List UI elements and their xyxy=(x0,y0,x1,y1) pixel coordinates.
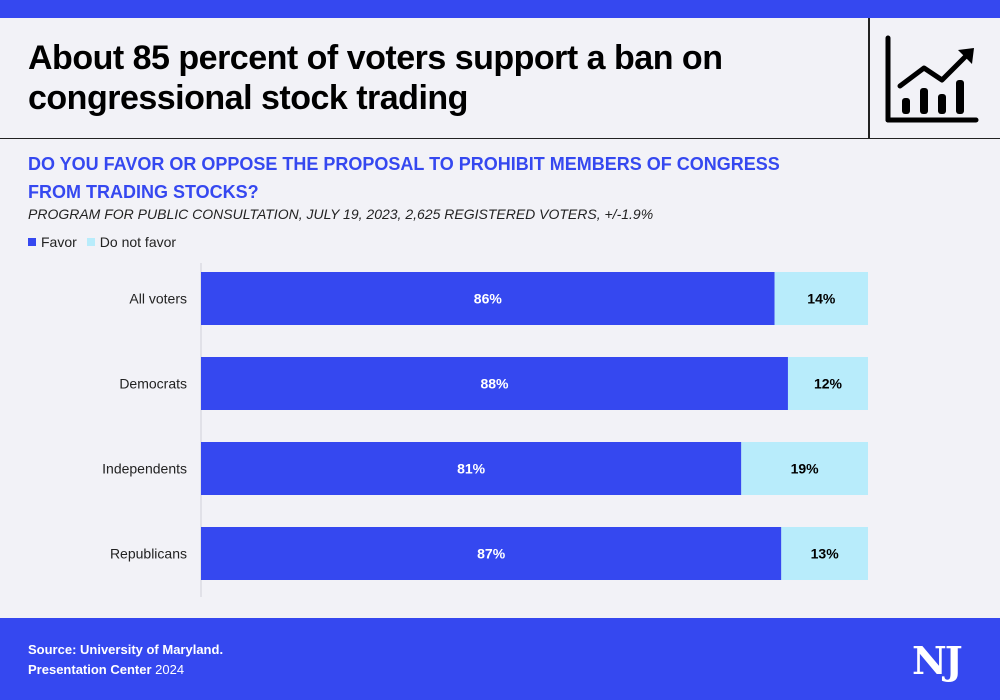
chart-growth-icon xyxy=(885,35,979,123)
header-divider xyxy=(868,18,870,138)
legend-item-not-favor: Do not favor xyxy=(86,234,177,250)
source-label: Source: University of Maryland. xyxy=(28,642,224,657)
data-label-favor: 81% xyxy=(457,461,486,477)
page-title: About 85 percent of voters support a ban… xyxy=(28,38,848,118)
data-label-favor: 88% xyxy=(480,376,509,392)
category-label: Independents xyxy=(102,461,187,477)
data-label-favor: 87% xyxy=(477,546,506,562)
legend-label-favor: Favor xyxy=(41,234,77,250)
bar-favor xyxy=(201,442,742,495)
question-line-1: DO YOU FAVOR OR OPPOSE THE PROPOSAL TO P… xyxy=(28,154,780,174)
data-label-not-favor: 12% xyxy=(814,376,843,392)
legend-item-favor: Favor xyxy=(28,234,77,250)
bar-not-favor xyxy=(741,442,868,495)
footer: Source: University of Maryland. Presenta… xyxy=(0,618,1000,700)
title-line-1: About 85 percent of voters support a ban… xyxy=(28,39,723,77)
category-label: Republicans xyxy=(110,546,187,562)
survey-subtitle: PROGRAM FOR PUBLIC CONSULTATION, JULY 19… xyxy=(28,206,654,222)
credit-year: 2024 xyxy=(155,662,185,677)
category-label: All voters xyxy=(129,291,187,307)
data-label-favor: 86% xyxy=(474,291,503,307)
category-label: Democrats xyxy=(119,376,187,392)
data-label-not-favor: 13% xyxy=(811,546,840,562)
bar-not-favor xyxy=(781,527,868,580)
legend-swatch-not-favor xyxy=(86,238,95,246)
bar-not-favor xyxy=(774,272,868,325)
bar-favor xyxy=(201,357,788,410)
stacked-bar-chart: All voters 86% 14% Democrats 88% 12% Independe… xyxy=(102,263,868,597)
credit-label: Presentation Center xyxy=(28,662,152,677)
source-credit: Source: University of Maryland. Presenta… xyxy=(28,640,223,680)
bar-favor xyxy=(201,272,775,325)
chart-legend: Favor Do not favor xyxy=(28,234,186,250)
title-line-2: congressional stock trading xyxy=(28,79,468,117)
top-accent-band xyxy=(0,0,1000,18)
legend-swatch-favor xyxy=(28,238,36,246)
data-label-not-favor: 14% xyxy=(807,291,836,307)
nj-logo: NJ xyxy=(912,638,963,683)
data-label-not-favor: 19% xyxy=(791,461,820,477)
bar-not-favor xyxy=(787,357,868,410)
bar-favor xyxy=(201,527,782,580)
legend-label-not-favor: Do not favor xyxy=(99,234,177,250)
header: About 85 percent of voters support a ban… xyxy=(0,18,1000,139)
survey-question: DO YOU FAVOR OR OPPOSE THE PROPOSAL TO P… xyxy=(28,150,928,206)
question-line-2: FROM TRADING STOCKS? xyxy=(28,182,259,202)
